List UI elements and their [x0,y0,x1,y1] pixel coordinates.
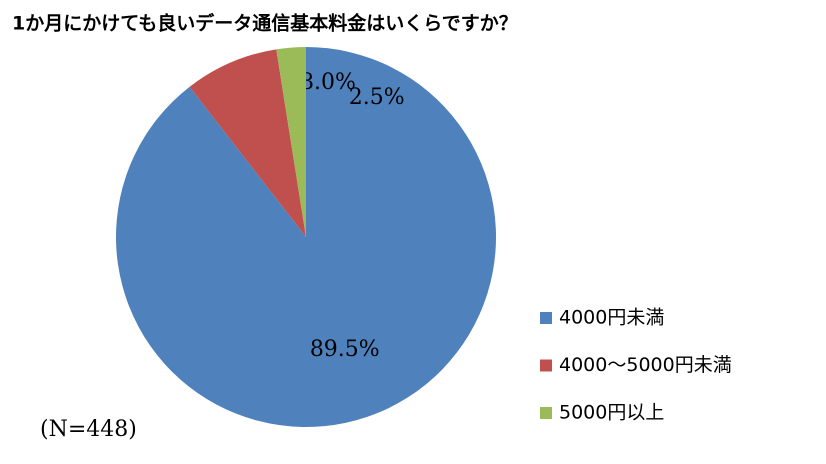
legend-label: 4000円未満 [559,307,664,329]
slice-label: 8.0% [300,70,356,95]
slice-label: 2.5% [349,85,405,110]
slice-label: 89.5% [310,337,380,362]
pie-slice [276,47,306,237]
pie-slice [189,49,306,237]
pie-slice [115,47,496,427]
legend-swatch [540,407,552,419]
legend-swatch [540,359,552,372]
legend-label: 4000～5000円未満 [559,354,732,376]
legend-swatch [540,312,552,324]
legend-label: 5000円以上 [559,402,664,424]
chart-title: 1か月にかけても良いデータ通信基本料金はいくらですか？ [12,12,518,35]
annotation: (N=448) [40,417,137,442]
